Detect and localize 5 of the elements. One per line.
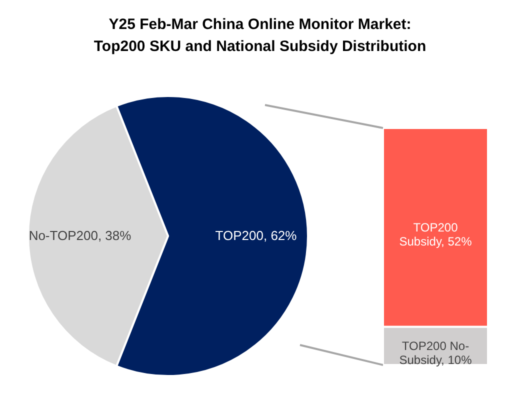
data-label: TOP200 No-Subsidy, 10% xyxy=(399,338,472,367)
chart-title: Y25 Feb-Mar China Online Monitor Market: Top200 SKU and National Subsidy Distribution xyxy=(92,15,428,57)
slice-label: No-TOP200, 38% xyxy=(28,228,132,243)
data-label: TOP200 Subsidy, 52% xyxy=(399,220,472,248)
slice-label: TOP200, 62% xyxy=(215,228,298,243)
